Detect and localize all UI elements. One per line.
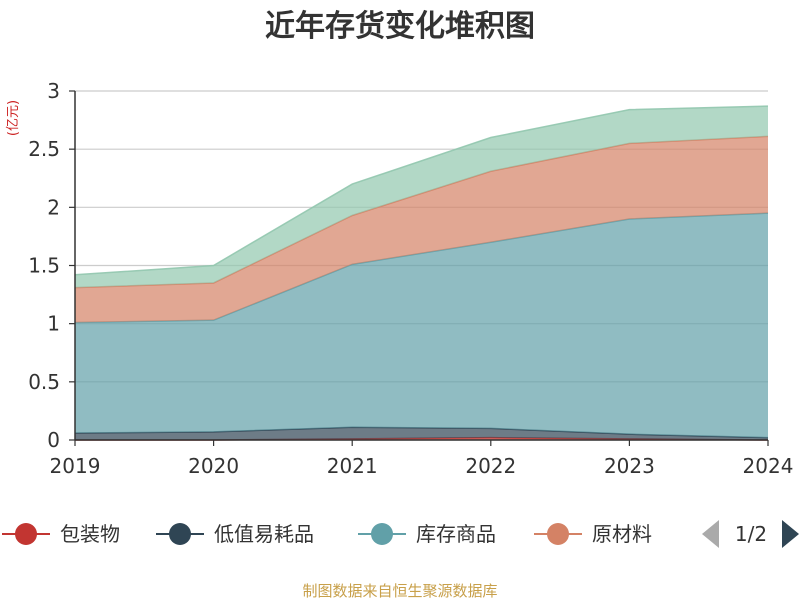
- area-低值易耗品: [75, 427, 768, 440]
- legend-label: 库存商品: [416, 522, 496, 546]
- legend-prev-arrow-icon[interactable]: [702, 520, 719, 548]
- legend-label: 原材料: [592, 522, 652, 546]
- x-tick-label: 2020: [188, 454, 239, 478]
- x-tick-label: 2023: [604, 454, 655, 478]
- legend-item-原材料[interactable]: 原材料: [534, 522, 652, 546]
- area-原材料: [75, 136, 768, 323]
- chart-title: 近年存货变化堆积图: [265, 9, 535, 44]
- legend-label: 包装物: [60, 522, 120, 546]
- x-tick-label: 2021: [327, 454, 378, 478]
- axes: 0 0.5 1 1.5 2 2.5 3 2019 2020 2021 2022 2023 2024: [28, 79, 793, 478]
- y-tick-label: 2.5: [28, 137, 60, 161]
- line-其他: [74, 105, 769, 276]
- data-source: 制图数据来自恒生聚源数据库: [302, 582, 497, 600]
- legend-next-arrow-icon[interactable]: [782, 520, 799, 548]
- area-其他: [75, 106, 768, 288]
- legend-item-库存商品[interactable]: 库存商品: [358, 522, 496, 546]
- legend-item-低值易耗品[interactable]: 低值易耗品: [156, 522, 314, 546]
- legend-marker: [547, 523, 569, 545]
- y-tick-label: 2: [47, 195, 60, 219]
- x-tick-label: 2024: [743, 454, 794, 478]
- legend-label: 低值易耗品: [214, 522, 314, 546]
- legend-marker: [15, 523, 37, 545]
- y-tick-label: 0: [47, 428, 60, 452]
- area-库存商品: [75, 213, 768, 438]
- legend-page-indicator: 1/2: [735, 522, 767, 546]
- legend-marker: [371, 523, 393, 545]
- y-tick-label: 3: [47, 79, 60, 103]
- x-tick-label: 2019: [50, 454, 101, 478]
- legend: 包装物 低值易耗品 库存商品 原材料 1/2: [2, 520, 799, 548]
- y-axis-unit: (亿元): [6, 100, 21, 136]
- y-tick-label: 1: [47, 312, 60, 336]
- legend-item-包装物[interactable]: 包装物: [2, 522, 120, 546]
- area-series: [74, 105, 769, 441]
- x-tick-label: 2022: [465, 454, 516, 478]
- y-tick-label: 1.5: [28, 254, 60, 278]
- y-tick-label: 0.5: [28, 370, 60, 394]
- legend-marker: [169, 523, 191, 545]
